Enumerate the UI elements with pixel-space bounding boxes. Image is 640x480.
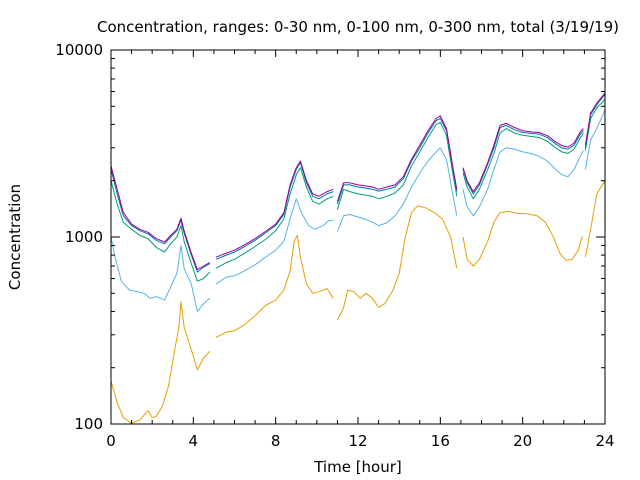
x-tick-label: 4 bbox=[189, 432, 199, 450]
series-line-segment bbox=[462, 147, 584, 217]
series-layer bbox=[110, 92, 606, 424]
x-tick-label: 8 bbox=[271, 432, 281, 450]
series-line-segment bbox=[110, 180, 211, 282]
series-line-segment bbox=[215, 160, 334, 258]
series-line-segment bbox=[462, 128, 584, 200]
series-line-segment bbox=[462, 124, 584, 195]
series-line-segment bbox=[215, 167, 334, 269]
series-line-segment bbox=[462, 210, 583, 267]
series-line-segment bbox=[215, 234, 334, 338]
series-line-segment bbox=[336, 121, 458, 210]
x-tick-label: 20 bbox=[513, 432, 532, 450]
series-line-segment bbox=[584, 109, 606, 170]
series-line-segment bbox=[584, 180, 606, 258]
series-line-segment bbox=[110, 301, 211, 424]
series-line-segment bbox=[462, 122, 584, 193]
series-line-segment bbox=[336, 115, 458, 202]
y-axis-label: Concentration bbox=[6, 184, 24, 290]
x-tick-label: 12 bbox=[348, 432, 367, 450]
series-line-segment bbox=[336, 118, 458, 205]
series-line-segment bbox=[584, 92, 606, 146]
axis-ticks: 0 4 8 12 16 20 24 100 1000 10000 bbox=[55, 41, 614, 450]
x-tick-label: 0 bbox=[106, 432, 116, 450]
y-tick-label: 100 bbox=[74, 415, 103, 433]
series-line-segment bbox=[215, 162, 334, 260]
series-0 bbox=[110, 180, 606, 424]
series-2 bbox=[110, 98, 606, 282]
y-tick-label: 1000 bbox=[65, 228, 103, 246]
series-4 bbox=[110, 92, 606, 270]
series-line-segment bbox=[215, 198, 334, 285]
series-line-segment bbox=[110, 165, 211, 270]
series-line-segment bbox=[584, 98, 606, 151]
series-line-segment bbox=[110, 169, 211, 273]
series-line-segment bbox=[110, 236, 211, 312]
x-tick-label: 24 bbox=[595, 432, 614, 450]
chart-title: Concentration, ranges: 0-30 nm, 0-100 nm… bbox=[97, 18, 619, 36]
x-tick-label: 16 bbox=[431, 432, 450, 450]
series-1 bbox=[110, 109, 606, 312]
series-line-segment bbox=[336, 205, 458, 321]
x-axis-label: Time [hour] bbox=[313, 458, 402, 476]
series-3 bbox=[110, 93, 606, 273]
series-line-segment bbox=[336, 147, 458, 232]
y-tick-label: 10000 bbox=[55, 41, 103, 59]
